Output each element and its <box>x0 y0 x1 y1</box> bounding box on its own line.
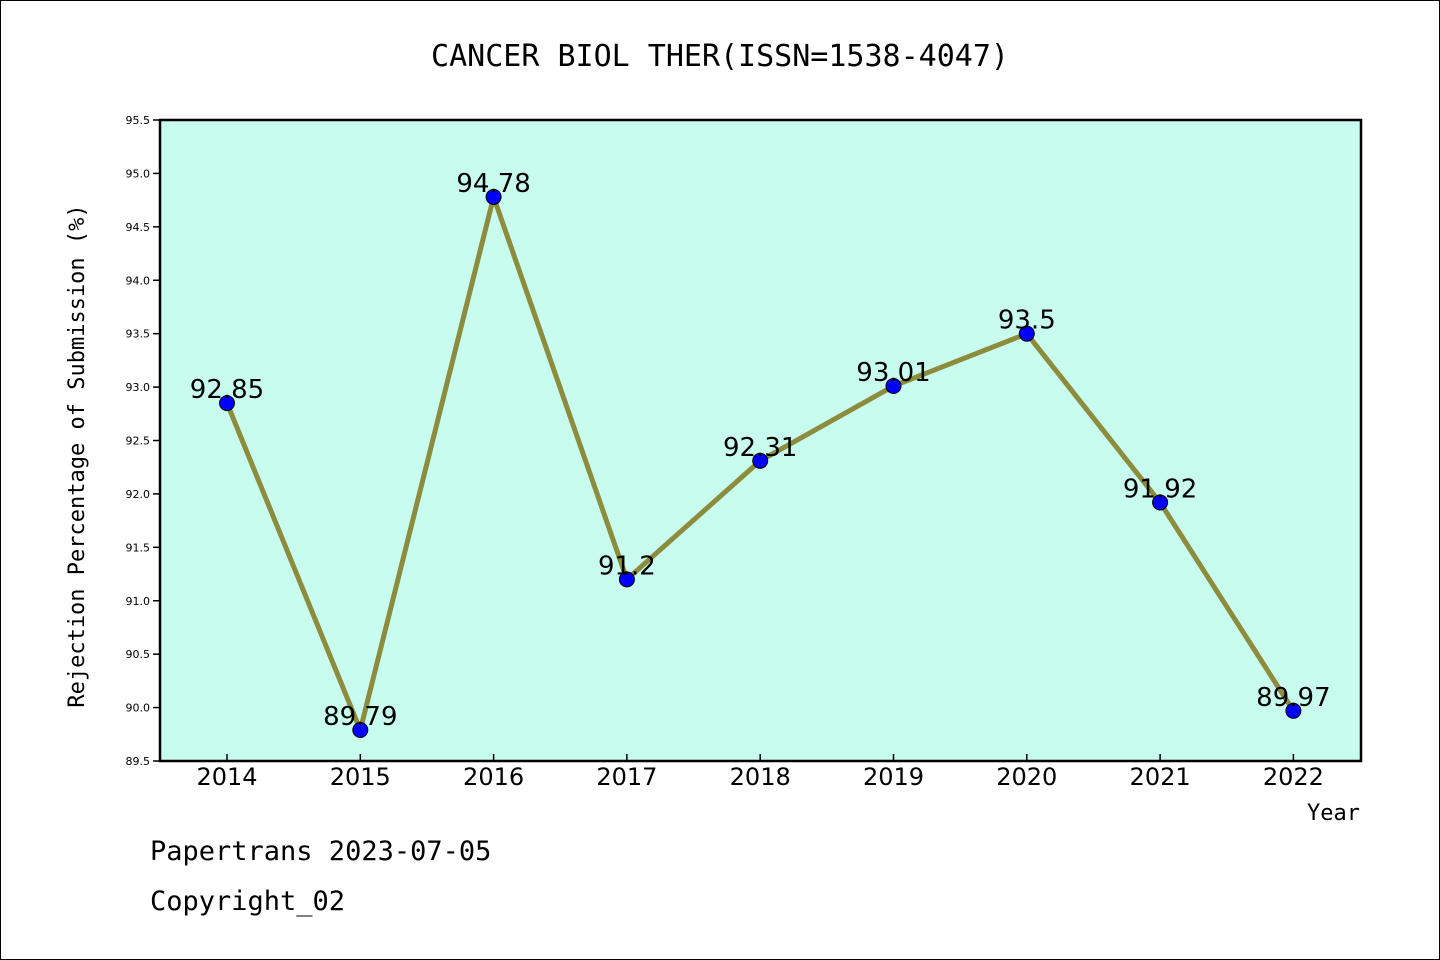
chart-title: CANCER BIOL THER(ISSN=1538-4047) <box>431 39 1009 74</box>
data-label: 91.92 <box>1123 474 1197 504</box>
plot-area <box>160 120 1361 761</box>
x-tick-label: 2014 <box>196 763 257 791</box>
data-label: 94.78 <box>456 169 530 199</box>
y-tick-label: 94.0 <box>126 274 151 287</box>
data-point <box>352 722 369 739</box>
y-tick-label: 90.0 <box>126 702 151 715</box>
data-point <box>752 452 769 469</box>
y-axis: 89.5 90.0 90.5 91.0 91.5 92.0 92.5 93.0 93.5 94.0… <box>126 114 160 768</box>
data-point <box>885 378 902 395</box>
data-label: 92.85 <box>190 375 264 405</box>
x-tick-label: 2020 <box>996 763 1057 791</box>
x-tick-label: 2017 <box>596 763 657 791</box>
y-tick-label: 91.0 <box>126 595 151 608</box>
data-label: 92.31 <box>723 433 797 463</box>
data-label: 93.01 <box>856 358 930 388</box>
x-tick-label: 2021 <box>1130 763 1191 791</box>
footer-copyright: Copyright_02 <box>150 886 346 917</box>
x-axis-label: Year <box>1307 801 1360 826</box>
y-tick-label: 95.5 <box>126 114 151 127</box>
x-tick-label: 2019 <box>863 763 924 791</box>
y-tick-label: 89.5 <box>126 755 151 768</box>
y-tick-label: 91.5 <box>126 541 151 554</box>
x-tick-label: 2015 <box>330 763 391 791</box>
data-label: 93.5 <box>998 306 1056 336</box>
data-point <box>485 188 502 205</box>
y-tick-label: 92.0 <box>126 488 151 501</box>
plot-border <box>158 118 1363 763</box>
data-label: 91.2 <box>598 551 656 581</box>
data-label: 89.79 <box>323 702 397 732</box>
x-axis: 2014 2015 2016 2017 2018 2019 2020 2021 2022 <box>196 754 1324 791</box>
data-point <box>1285 702 1302 719</box>
data-point <box>1152 494 1169 511</box>
x-tick-label: 2016 <box>463 763 524 791</box>
data-labels: 92.85 89.79 94.78 91.2 92.31 93.01 93.5 91.92 89… <box>190 169 1331 732</box>
y-tick-label: 95.0 <box>126 167 151 180</box>
data-label: 89.97 <box>1256 683 1330 713</box>
y-tick-label: 93.5 <box>126 328 151 341</box>
points-layer <box>219 188 1302 739</box>
y-tick-label: 93.0 <box>126 381 151 394</box>
data-point <box>219 395 235 412</box>
y-tick-label: 92.5 <box>126 435 151 448</box>
x-tick-label: 2018 <box>730 763 791 791</box>
y-tick-label: 90.5 <box>126 648 151 661</box>
footer-date: Papertrans 2023-07-05 <box>150 836 492 867</box>
data-point <box>1018 325 1035 342</box>
y-tick-label: 94.5 <box>126 221 151 234</box>
data-point <box>618 571 635 588</box>
x-tick-label: 2022 <box>1263 763 1324 791</box>
y-axis-label: Rejection Percentage of Submission (%) <box>65 204 90 707</box>
